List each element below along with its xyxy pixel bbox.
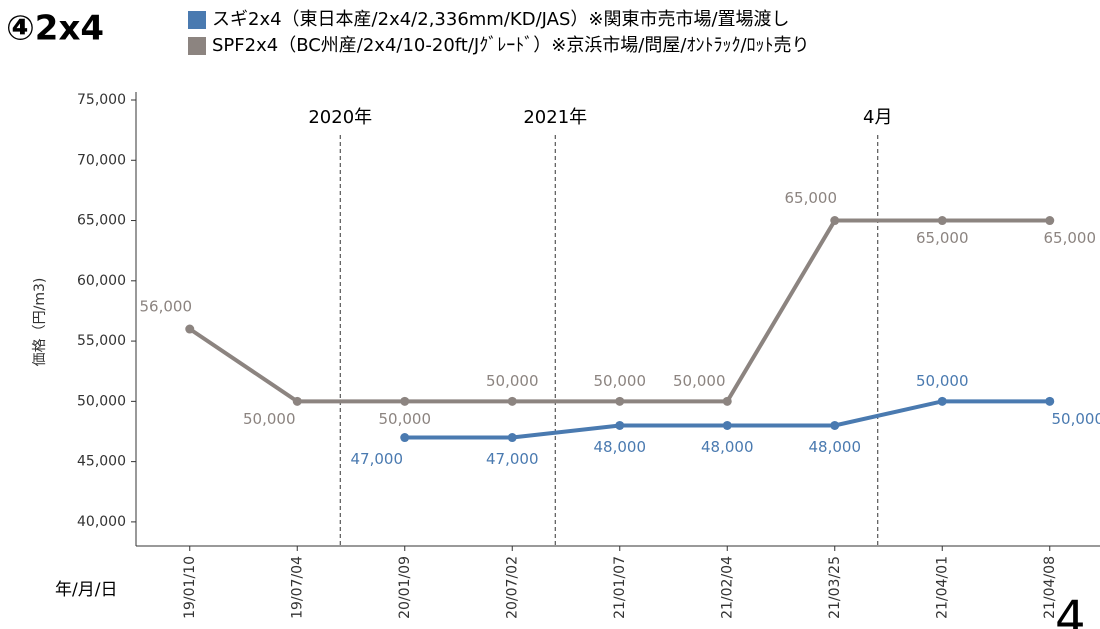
- x-tick-label: 20/01/09: [397, 556, 413, 619]
- legend-label: SPF2x4（BC州産/2x4/10-20ft/Jｸﾞﾚｰﾄﾞ）※京浜市場/問屋…: [212, 35, 810, 56]
- data-label: 50,000: [673, 372, 726, 390]
- data-point: [615, 420, 625, 430]
- data-label: 65,000: [785, 189, 838, 207]
- x-tick-label: 19/01/10: [182, 556, 198, 619]
- legend-swatch: [188, 37, 206, 55]
- data-label: 50,000: [243, 410, 296, 428]
- data-label: 48,000: [594, 438, 647, 456]
- data-point: [1045, 216, 1055, 226]
- y-tick-label: 50,000: [77, 393, 126, 409]
- x-tick-label: 20/07/02: [504, 556, 520, 619]
- data-label: 65,000: [916, 229, 969, 247]
- data-label: 50,000: [1052, 410, 1100, 428]
- data-point: [1045, 396, 1055, 406]
- y-tick-label: 45,000: [77, 454, 126, 470]
- data-point: [185, 324, 195, 334]
- chart-title: ④2x4: [6, 9, 104, 49]
- x-tick-label: 21/01/07: [612, 556, 628, 619]
- y-tick-label: 75,000: [77, 92, 126, 108]
- x-tick-label: 21/03/25: [827, 556, 843, 619]
- data-point: [830, 216, 840, 226]
- data-point: [937, 216, 947, 226]
- page-number: 4: [1055, 591, 1086, 629]
- y-tick-label: 60,000: [77, 273, 126, 289]
- data-label: 50,000: [594, 372, 647, 390]
- data-point: [400, 396, 410, 406]
- data-point: [830, 420, 840, 430]
- data-label: 50,000: [486, 372, 539, 390]
- annotation: 2021年: [523, 107, 587, 128]
- data-label: 47,000: [486, 450, 539, 468]
- data-point: [507, 396, 517, 406]
- x-axis-label: 年/月/日: [55, 580, 117, 600]
- x-tick-label: 21/04/01: [934, 556, 950, 619]
- data-point: [400, 433, 410, 443]
- data-label: 50,000: [379, 410, 432, 428]
- data-label: 65,000: [1044, 229, 1097, 247]
- y-tick-label: 55,000: [77, 333, 126, 349]
- x-tick-label: 21/04/08: [1042, 556, 1058, 619]
- legend-swatch: [188, 11, 206, 29]
- y-axis-label: 価格（円/m3): [32, 278, 48, 367]
- y-tick-label: 65,000: [77, 213, 126, 229]
- data-point: [615, 396, 625, 406]
- y-tick-label: 70,000: [77, 152, 126, 168]
- data-point: [722, 420, 732, 430]
- data-label: 56,000: [140, 298, 193, 316]
- annotation: 2020年: [308, 107, 372, 128]
- x-tick-label: 21/02/04: [719, 556, 735, 619]
- legend-label: スギ2x4（東日本産/2x4/2,336mm/KD/JAS）※関東市売市場/置場…: [212, 9, 790, 30]
- data-label: 47,000: [351, 450, 404, 468]
- y-tick-label: 40,000: [77, 514, 126, 530]
- data-label: 50,000: [916, 372, 969, 390]
- data-point: [937, 396, 947, 406]
- annotation: 4月: [863, 107, 892, 128]
- x-tick-label: 19/07/04: [289, 556, 305, 619]
- series-line: [404, 399, 1050, 440]
- data-point: [507, 433, 517, 443]
- data-point: [292, 396, 302, 406]
- data-label: 48,000: [809, 438, 862, 456]
- data-label: 48,000: [701, 438, 754, 456]
- data-point: [722, 396, 732, 406]
